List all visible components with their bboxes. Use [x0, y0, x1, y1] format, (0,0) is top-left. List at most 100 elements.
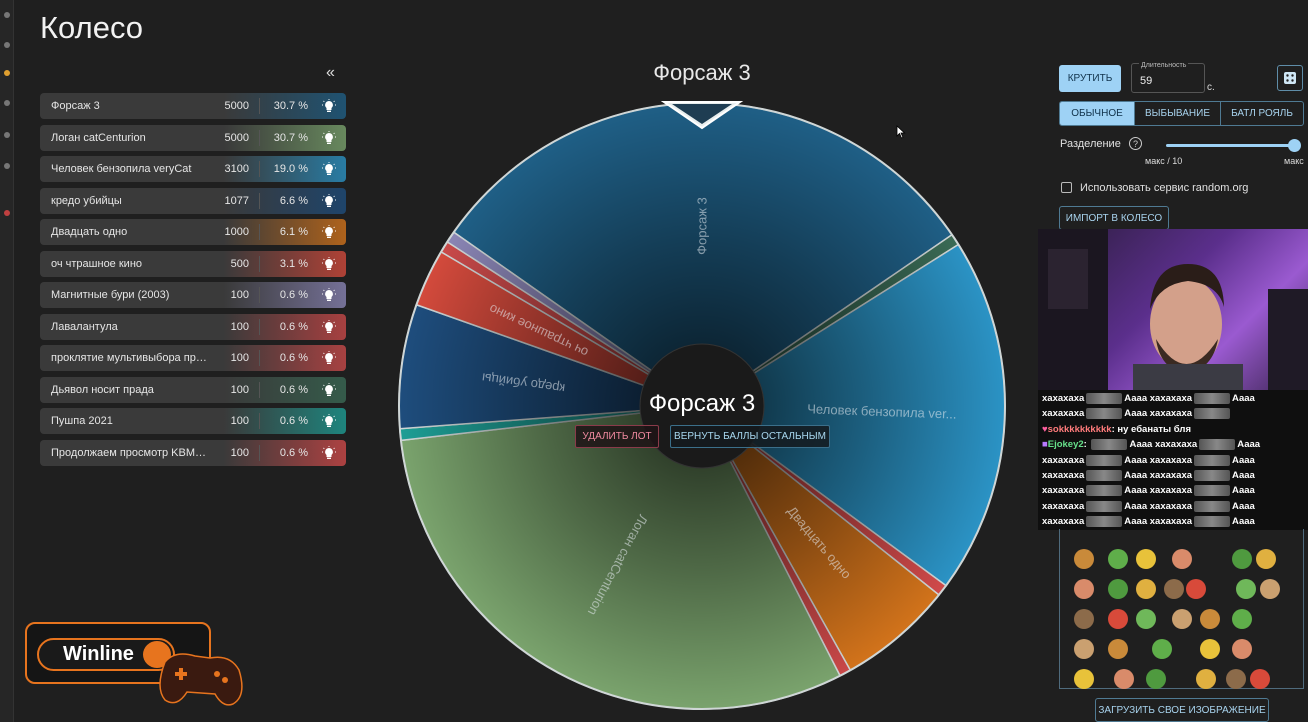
- lot-name[interactable]: Двадцать одно: [51, 226, 128, 238]
- gallery-image[interactable]: [1200, 639, 1220, 659]
- random-org-checkbox[interactable]: [1061, 182, 1072, 193]
- spin-button[interactable]: КРУТИТЬ: [1059, 65, 1121, 92]
- gallery-image[interactable]: [1172, 549, 1192, 569]
- gallery-image[interactable]: [1074, 639, 1094, 659]
- sidebar-icon[interactable]: [4, 42, 10, 48]
- split-slider-thumb[interactable]: [1288, 139, 1301, 152]
- gallery-image[interactable]: [1232, 609, 1252, 629]
- lightbulb-icon[interactable]: [312, 440, 346, 466]
- duration-value[interactable]: 59: [1140, 75, 1153, 87]
- sidebar-icon[interactable]: [4, 70, 10, 76]
- lot-name[interactable]: Лавалантула: [51, 320, 118, 333]
- lot-row[interactable]: Продолжаем просмотр KBM. Ве... 100 0.6 %: [40, 439, 346, 466]
- gallery-image[interactable]: [1164, 579, 1184, 599]
- lot-row[interactable]: Человек бензопила veryCat 3100 19.0 %: [40, 156, 346, 182]
- lot-row[interactable]: Логан catCenturion 5000 30.7 %: [40, 124, 346, 151]
- sidebar-icon[interactable]: [4, 132, 10, 138]
- lot-row[interactable]: проклятие мультивыбора превра...100 0.6 %: [40, 345, 346, 371]
- lot-row[interactable]: Магнитные бури (2003) 100 0.6 %: [40, 282, 346, 308]
- lot-name[interactable]: Магнитные бури (2003): [51, 289, 170, 301]
- lot-name[interactable]: кредо убийцы: [51, 194, 122, 207]
- gallery-image[interactable]: [1108, 639, 1128, 659]
- lot-amount[interactable]: 5000: [208, 98, 260, 114]
- random-button[interactable]: [1277, 65, 1303, 91]
- lightbulb-icon[interactable]: [312, 219, 346, 245]
- import-button[interactable]: ИМПОРТ В КОЛЕСО: [1059, 206, 1169, 230]
- lot-amount[interactable]: 1000: [208, 224, 260, 240]
- lot-amount[interactable]: 100: [208, 318, 260, 335]
- lot-amount[interactable]: 100: [208, 350, 260, 366]
- gallery-image[interactable]: [1146, 669, 1166, 689]
- gallery-image[interactable]: [1256, 549, 1276, 569]
- gallery-image[interactable]: [1236, 579, 1256, 599]
- gallery-image[interactable]: [1172, 609, 1192, 629]
- gallery-image[interactable]: [1074, 609, 1094, 629]
- gallery-image[interactable]: [1136, 549, 1156, 569]
- lot-row[interactable]: кредо убийцы 1077 6.6 %: [40, 187, 346, 214]
- lightbulb-icon[interactable]: [312, 156, 346, 182]
- gallery-image[interactable]: [1108, 579, 1128, 599]
- lightbulb-icon[interactable]: [312, 251, 346, 277]
- duration-field[interactable]: Длительность 59: [1131, 62, 1205, 93]
- gallery-image[interactable]: [1250, 669, 1270, 689]
- mode-normal-tab[interactable]: ОБЫЧНОЕ: [1060, 102, 1135, 125]
- lot-name[interactable]: оч чтрашное кино: [51, 257, 143, 270]
- lot-amount[interactable]: 3100: [208, 161, 260, 177]
- lot-amount[interactable]: 1077: [208, 192, 260, 209]
- lightbulb-icon[interactable]: [312, 314, 346, 340]
- gallery-image[interactable]: [1108, 609, 1128, 629]
- lightbulb-icon[interactable]: [312, 345, 346, 371]
- mode-elimination-tab[interactable]: ВЫБЫВАНИЕ: [1135, 102, 1221, 125]
- gallery-image[interactable]: [1074, 579, 1094, 599]
- gallery-image[interactable]: [1196, 669, 1216, 689]
- lot-name[interactable]: проклятие мультивыбора превра...: [51, 352, 208, 364]
- lot-row[interactable]: Пушпа 2021 100 0.6 %: [40, 408, 346, 434]
- lot-name[interactable]: Логан catCenturion: [51, 131, 146, 144]
- lot-amount[interactable]: 100: [208, 287, 260, 303]
- gallery-image[interactable]: [1074, 669, 1094, 689]
- upload-image-button[interactable]: ЗАГРУЗИТЬ СВОЕ ИЗОБРАЖЕНИЕ: [1095, 698, 1269, 722]
- gallery-image[interactable]: [1200, 609, 1220, 629]
- sidebar-icon[interactable]: [4, 210, 10, 216]
- gallery-image[interactable]: [1260, 579, 1280, 599]
- sidebar-icon[interactable]: [4, 12, 10, 18]
- gallery-image[interactable]: [1186, 579, 1206, 599]
- lightbulb-icon[interactable]: [312, 125, 346, 151]
- lot-row[interactable]: Форсаж 3 5000 30.7 %: [40, 93, 346, 119]
- lot-amount[interactable]: 100: [208, 444, 260, 461]
- sidebar-icon[interactable]: [4, 163, 10, 169]
- mode-battle-royale-tab[interactable]: БАТЛ РОЯЛЬ: [1231, 108, 1293, 119]
- lot-amount[interactable]: 100: [208, 381, 260, 398]
- gallery-image[interactable]: [1226, 669, 1246, 689]
- delete-lot-button[interactable]: УДАЛИТЬ ЛОТ: [575, 425, 659, 448]
- lot-name[interactable]: Человек бензопила veryCat: [51, 163, 192, 175]
- lightbulb-icon[interactable]: [312, 408, 346, 434]
- gallery-image[interactable]: [1152, 639, 1172, 659]
- lightbulb-icon[interactable]: [312, 282, 346, 308]
- lightbulb-icon[interactable]: [312, 188, 346, 214]
- lot-amount[interactable]: 500: [208, 255, 260, 272]
- lot-row[interactable]: Двадцать одно 1000 6.1 %: [40, 219, 346, 245]
- lot-name[interactable]: Продолжаем просмотр KBM. Ве...: [51, 446, 208, 459]
- gallery-image[interactable]: [1114, 669, 1134, 689]
- lightbulb-icon[interactable]: [312, 377, 346, 403]
- gallery-image[interactable]: [1232, 639, 1252, 659]
- sidebar-icon[interactable]: [4, 100, 10, 106]
- lot-name[interactable]: Пушпа 2021: [51, 415, 113, 427]
- lot-name[interactable]: Форсаж 3: [51, 100, 100, 112]
- lot-row[interactable]: Лавалантула 100 0.6 %: [40, 313, 346, 340]
- lot-name[interactable]: Дьявол носит прада: [51, 383, 154, 396]
- lot-row[interactable]: оч чтрашное кино 500 3.1 %: [40, 250, 346, 277]
- lot-row[interactable]: Дьявол носит прада 100 0.6 %: [40, 376, 346, 403]
- lot-amount[interactable]: 5000: [208, 129, 260, 146]
- gallery-image[interactable]: [1232, 549, 1252, 569]
- split-slider-track[interactable]: [1166, 144, 1296, 147]
- gallery-image[interactable]: [1136, 579, 1156, 599]
- help-circle-icon[interactable]: ?: [1129, 137, 1142, 150]
- lightbulb-icon[interactable]: [312, 93, 346, 119]
- return-points-button[interactable]: ВЕРНУТЬ БАЛЛЫ ОСТАЛЬНЫМ: [670, 425, 830, 448]
- gallery-image[interactable]: [1136, 609, 1156, 629]
- double-chevron-left-icon[interactable]: «: [326, 64, 335, 81]
- gallery-image[interactable]: [1074, 549, 1094, 569]
